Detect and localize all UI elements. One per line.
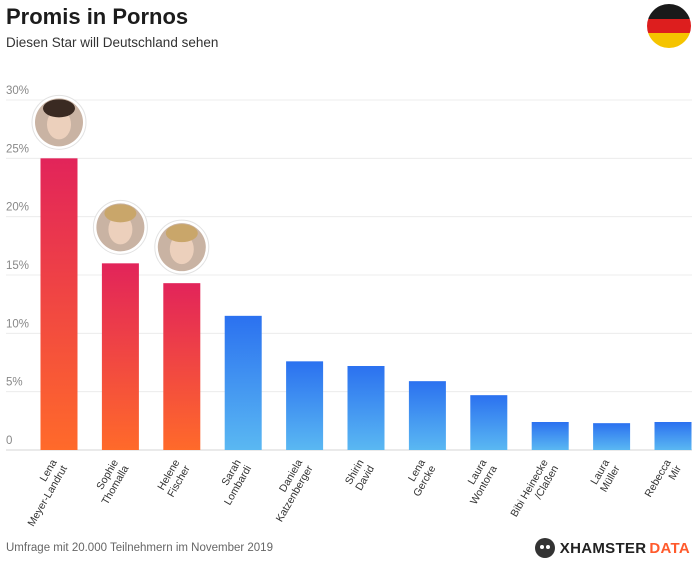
bar: [347, 366, 385, 450]
avatars: [31, 94, 210, 275]
brand-name-part1: XHAMSTER: [559, 539, 647, 557]
category-label: HeleneFischer: [155, 457, 193, 499]
y-tick-label: 25%: [6, 143, 29, 155]
avatar-icon: [31, 94, 87, 150]
y-tick-label: 15%: [6, 260, 29, 272]
category-label: ShirinDavid: [343, 457, 377, 492]
brand-name-part2: DATA: [649, 539, 690, 557]
hamster-logo-icon: [534, 538, 555, 558]
category-label: LauraMüller: [588, 457, 623, 494]
bar: [408, 381, 446, 450]
y-tick-label: 0: [6, 435, 12, 447]
category-label: SophieThomalla: [89, 457, 131, 507]
category-label: RebeccaMir: [642, 457, 684, 505]
bar: [163, 283, 201, 450]
avatar-icon: [154, 219, 210, 275]
bar: [531, 422, 569, 450]
category-label: LauraWontorra: [458, 457, 500, 506]
survey-note: Umfrage mit 20.000 Teilnehmern im Novemb…: [6, 542, 273, 554]
chart-subtitle: Diesen Star will Deutschland sehen: [6, 35, 219, 50]
y-tick-label: 10%: [6, 318, 29, 330]
flag-stripe-gold: [647, 33, 691, 48]
bar: [654, 422, 692, 450]
bar: [593, 423, 631, 450]
bar: [286, 361, 324, 450]
category-label: DanielaKatzenberger: [263, 457, 316, 524]
flag-stripe-red: [647, 18, 691, 34]
category-label: LenaMeyer-Landrut: [15, 457, 70, 528]
germany-flag-icon: [647, 4, 691, 48]
bar: [470, 395, 508, 450]
avatar-icon: [92, 199, 148, 255]
chart-title: Promis in Pornos: [6, 4, 189, 29]
bars: [40, 158, 692, 451]
category-label: Bibi Heinecke/Claßen: [508, 457, 561, 525]
category-label: SarahLombardi: [212, 457, 255, 507]
category-labels: LenaMeyer-Landrut SophieThomalla HeleneFis…: [15, 457, 684, 528]
bar: [40, 158, 78, 451]
bar: [101, 263, 139, 450]
flag-stripe-black: [647, 4, 691, 19]
y-tick-label: 5%: [6, 377, 23, 389]
bar: [224, 315, 262, 450]
bar-chart: 0 5% 10% 15% 20% 25% 30% LenaMeyer-Landrut Soph…: [6, 85, 692, 529]
brand-logo: XHAMSTER DATA: [534, 538, 690, 558]
y-tick-label: 30%: [6, 85, 29, 97]
y-tick-label: 20%: [6, 202, 29, 214]
category-label: LenaGercke: [401, 457, 439, 498]
